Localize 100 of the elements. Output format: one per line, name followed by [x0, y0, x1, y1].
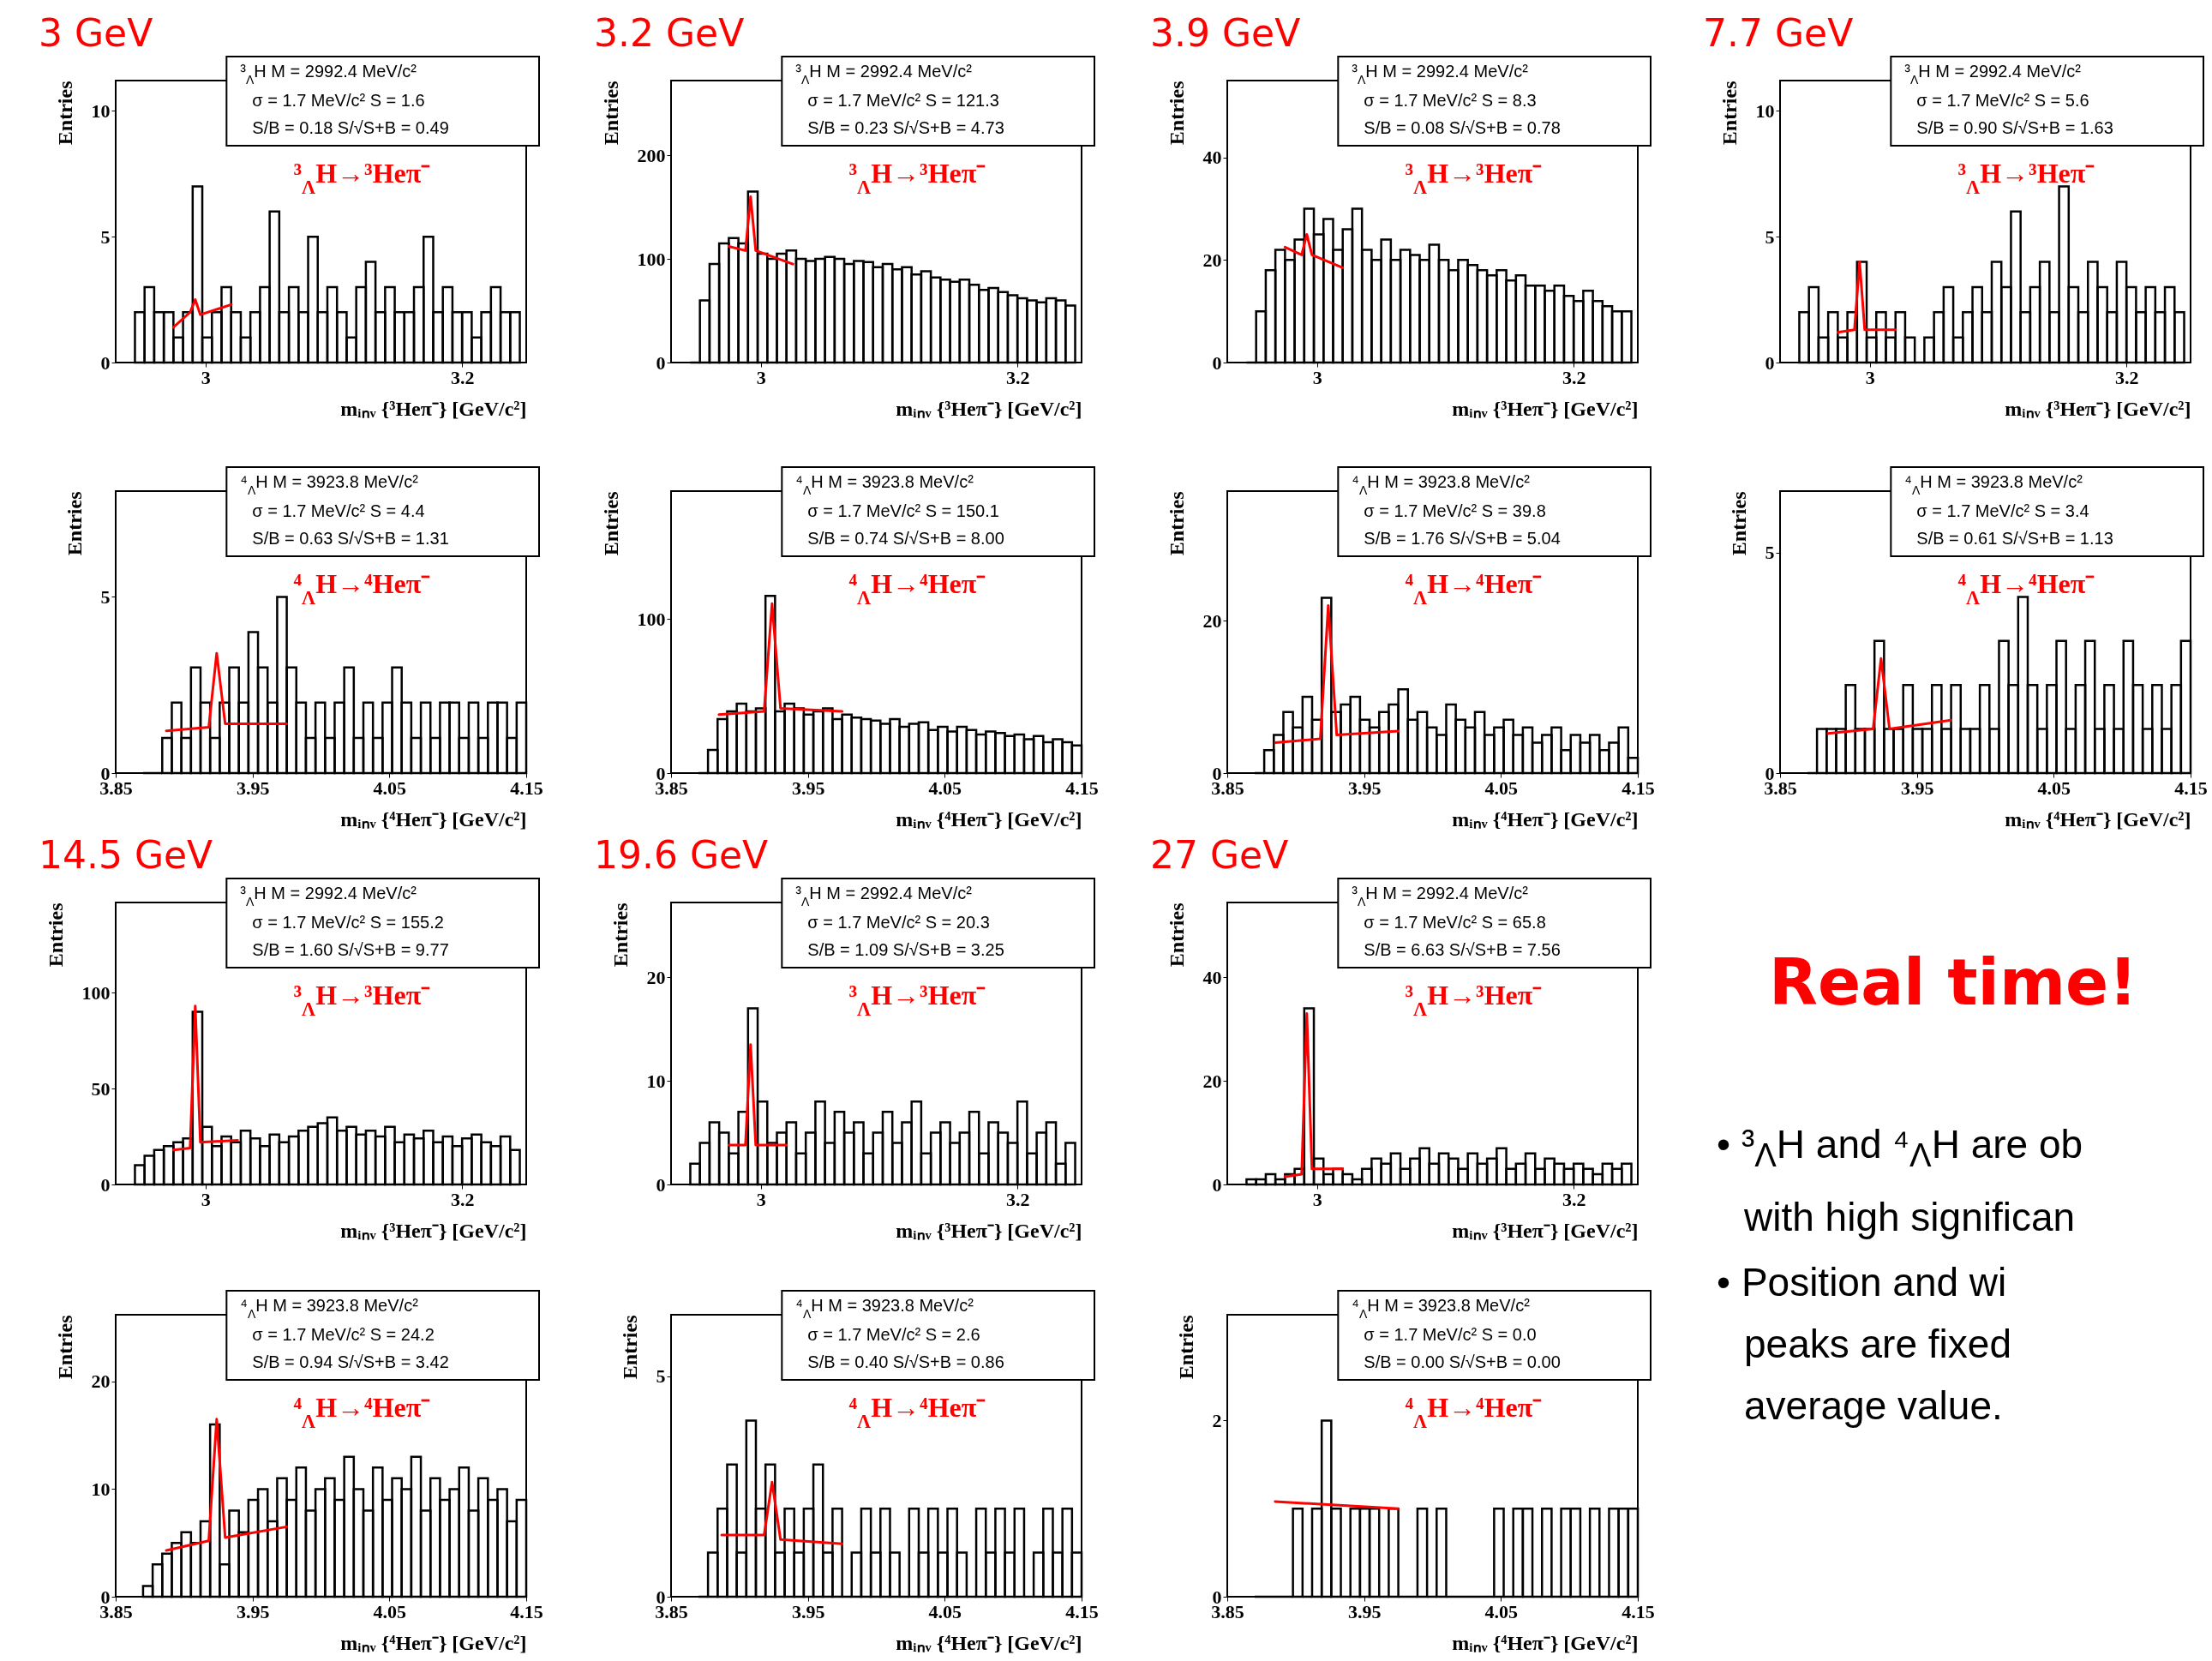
annotation: σ = 1.7 MeV/c² S = 121.3 [807, 91, 999, 110]
y-tick-label: 0 [656, 351, 666, 374]
annotation: ⁴$_{Λ}$H→⁴Heπ⁻ [1405, 567, 1543, 609]
y-axis-title: Entries [599, 81, 622, 146]
chart-title: 7.7 GeV [1703, 11, 1854, 55]
y-axis-title: Entries [1727, 491, 1750, 556]
annotation: S/B = 0.94 S/√S+B = 3.42 [252, 1352, 449, 1371]
annotation: ³$_{Λ}$H→³Heπ⁻ [848, 979, 986, 1020]
annotation: σ = 1.7 MeV/c² S = 20.3 [807, 913, 990, 932]
y-tick-label: 5 [1765, 542, 1775, 564]
annotation: ⁴$_{Λ}$H M = 3923.8 MeV/c² [795, 472, 974, 497]
x-tick-label: 3.95 [1900, 777, 1934, 799]
y-tick-label: 40 [1202, 966, 1222, 988]
x-tick-label: 4.15 [1622, 1600, 1655, 1622]
annotation: ⁴$_{Λ}$H→⁴Heπ⁻ [293, 1391, 431, 1432]
annotation: ³$_{Λ}$H→³Heπ⁻ [293, 157, 431, 198]
annotation: ⁴$_{Λ}$H M = 3923.8 MeV/c² [795, 1296, 974, 1321]
annotation: σ = 1.7 MeV/c² S = 39.8 [1364, 501, 1546, 520]
y-axis-title: Entries [1165, 491, 1188, 556]
x-tick-label: 4.05 [928, 1600, 962, 1622]
x-axis-title: mᵢₙᵥ {³Heπ⁻} [GeV/c²] [1452, 1219, 1639, 1242]
annotation: σ = 1.7 MeV/c² S = 4.4 [252, 501, 425, 520]
x-tick-label: 3.95 [236, 1600, 270, 1622]
x-axis-title: mᵢₙᵥ {³Heπ⁻} [GeV/c²] [1452, 397, 1639, 420]
x-tick-label: 3 [201, 366, 211, 388]
chart-title: 19.6 GeV [594, 833, 769, 877]
x-tick-label: 3.95 [1347, 1600, 1382, 1622]
x-tick-label: 4.05 [373, 777, 407, 799]
chart-title: 27 GeV [1150, 833, 1289, 877]
annotation: σ = 1.7 MeV/c² S = 155.2 [252, 913, 444, 932]
annotation: σ = 1.7 MeV/c² S = 5.6 [1916, 91, 2089, 110]
x-tick-label: 3 [1312, 366, 1322, 388]
y-tick-label: 0 [1765, 351, 1775, 374]
annotation: σ = 1.7 MeV/c² S = 2.6 [807, 1325, 980, 1344]
annotation: ³$_{Λ}$H M = 2992.4 MeV/c² [1904, 62, 2082, 87]
x-axis-title: mᵢₙᵥ {⁴Heπ⁻} [GeV/c²] [1452, 807, 1639, 830]
y-axis-title: Entries [44, 902, 67, 968]
y-tick-label: 5 [1765, 225, 1775, 248]
x-tick-label: 3.2 [450, 1188, 475, 1210]
x-tick-label: 4.05 [1484, 1600, 1519, 1622]
text: • Position and wi peaks are fixed average value. [1717, 1259, 2012, 1430]
y-tick-label: 50 [91, 1077, 111, 1100]
y-axis-title: Entries [63, 491, 86, 556]
annotation: ⁴$_{Λ}$H→⁴Heπ⁻ [848, 567, 986, 609]
y-axis-title: Entries [1174, 1315, 1197, 1380]
y-tick-label: 0 [1212, 1173, 1222, 1196]
y-tick-label: 20 [1202, 249, 1222, 271]
x-tick-label: 4.05 [928, 777, 962, 799]
annotation: S/B = 0.18 S/√S+B = 0.49 [252, 118, 449, 137]
x-axis-title: mᵢₙᵥ {³Heπ⁻} [GeV/c²] [340, 397, 527, 420]
y-tick-label: 5 [100, 585, 111, 608]
annotation: ⁴$_{Λ}$H→⁴Heπ⁻ [293, 567, 431, 609]
y-axis-title: Entries [599, 491, 622, 556]
annotation: S/B = 6.63 S/√S+B = 7.56 [1364, 940, 1561, 959]
annotation: ⁴$_{Λ}$H M = 3923.8 MeV/c² [240, 472, 419, 497]
x-tick-label: 3 [1865, 366, 1875, 388]
x-tick-label: 3.95 [1347, 777, 1382, 799]
x-tick-label: 3 [756, 366, 766, 388]
annotation: ³$_{Λ}$H M = 2992.4 MeV/c² [795, 884, 973, 908]
chart-title: 3.2 GeV [594, 11, 745, 55]
x-tick-label: 3.95 [791, 777, 825, 799]
y-tick-label: 100 [81, 981, 111, 1004]
x-tick-label: 4.15 [1622, 777, 1655, 799]
y-tick-label: 40 [1202, 147, 1222, 169]
y-tick-label: 10 [646, 1070, 666, 1092]
y-tick-label: 5 [656, 1365, 666, 1388]
y-tick-label: 0 [1212, 351, 1222, 374]
y-tick-label: 0 [100, 1173, 111, 1196]
x-axis-title: mᵢₙᵥ {⁴Heπ⁻} [GeV/c²] [896, 807, 1082, 830]
annotation: ⁴$_{Λ}$H→⁴Heπ⁻ [1405, 1391, 1543, 1432]
x-tick-label: 4.15 [1065, 777, 1099, 799]
x-tick-label: 3.2 [1562, 1188, 1586, 1210]
annotation: ³$_{Λ}$H M = 2992.4 MeV/c² [1352, 884, 1529, 908]
x-axis-title: mᵢₙᵥ {³Heπ⁻} [GeV/c²] [896, 397, 1082, 420]
annotation: σ = 1.7 MeV/c² S = 24.2 [252, 1325, 435, 1344]
text: • ³$_{Λ}$H and ⁴$_{Λ}$H are ob with high significan [1717, 1121, 2084, 1242]
x-axis-title: mᵢₙᵥ {³Heπ⁻} [GeV/c²] [340, 1219, 527, 1242]
x-tick-label: 4.15 [510, 777, 543, 799]
chart-title: 14.5 GeV [39, 833, 213, 877]
x-tick-label: 3 [1312, 1188, 1322, 1210]
x-axis-title: mᵢₙᵥ {³Heπ⁻} [GeV/c²] [2005, 397, 2191, 420]
x-tick-label: 3.2 [2114, 366, 2139, 388]
annotation: ³$_{Λ}$H→³Heπ⁻ [1957, 157, 2095, 198]
y-tick-label: 10 [91, 1478, 111, 1500]
x-tick-label: 3.95 [791, 1600, 825, 1622]
annotation: S/B = 0.08 S/√S+B = 0.78 [1364, 118, 1561, 137]
annotation: ³$_{Λ}$H→³Heπ⁻ [1405, 157, 1543, 198]
annotation: S/B = 0.23 S/√S+B = 4.73 [807, 118, 1004, 137]
y-axis-title: Entries [1717, 81, 1741, 146]
annotation: ⁴$_{Λ}$H M = 3923.8 MeV/c² [240, 1296, 419, 1321]
y-tick-label: 100 [637, 248, 666, 270]
annotation: ⁴$_{Λ}$H M = 3923.8 MeV/c² [1904, 472, 2083, 497]
annotation: σ = 1.7 MeV/c² S = 8.3 [1364, 91, 1537, 110]
annotation: σ = 1.7 MeV/c² S = 65.8 [1364, 913, 1546, 932]
y-tick-label: 100 [637, 608, 666, 630]
annotation: S/B = 1.09 S/√S+B = 3.25 [807, 940, 1004, 959]
annotation: ⁴$_{Λ}$H M = 3923.8 MeV/c² [1352, 472, 1531, 497]
annotation: σ = 1.7 MeV/c² S = 0.0 [1364, 1325, 1537, 1344]
x-axis-title: mᵢₙᵥ {⁴Heπ⁻} [GeV/c²] [340, 807, 527, 830]
x-axis-title: mᵢₙᵥ {⁴Heπ⁻} [GeV/c²] [2005, 807, 2191, 830]
